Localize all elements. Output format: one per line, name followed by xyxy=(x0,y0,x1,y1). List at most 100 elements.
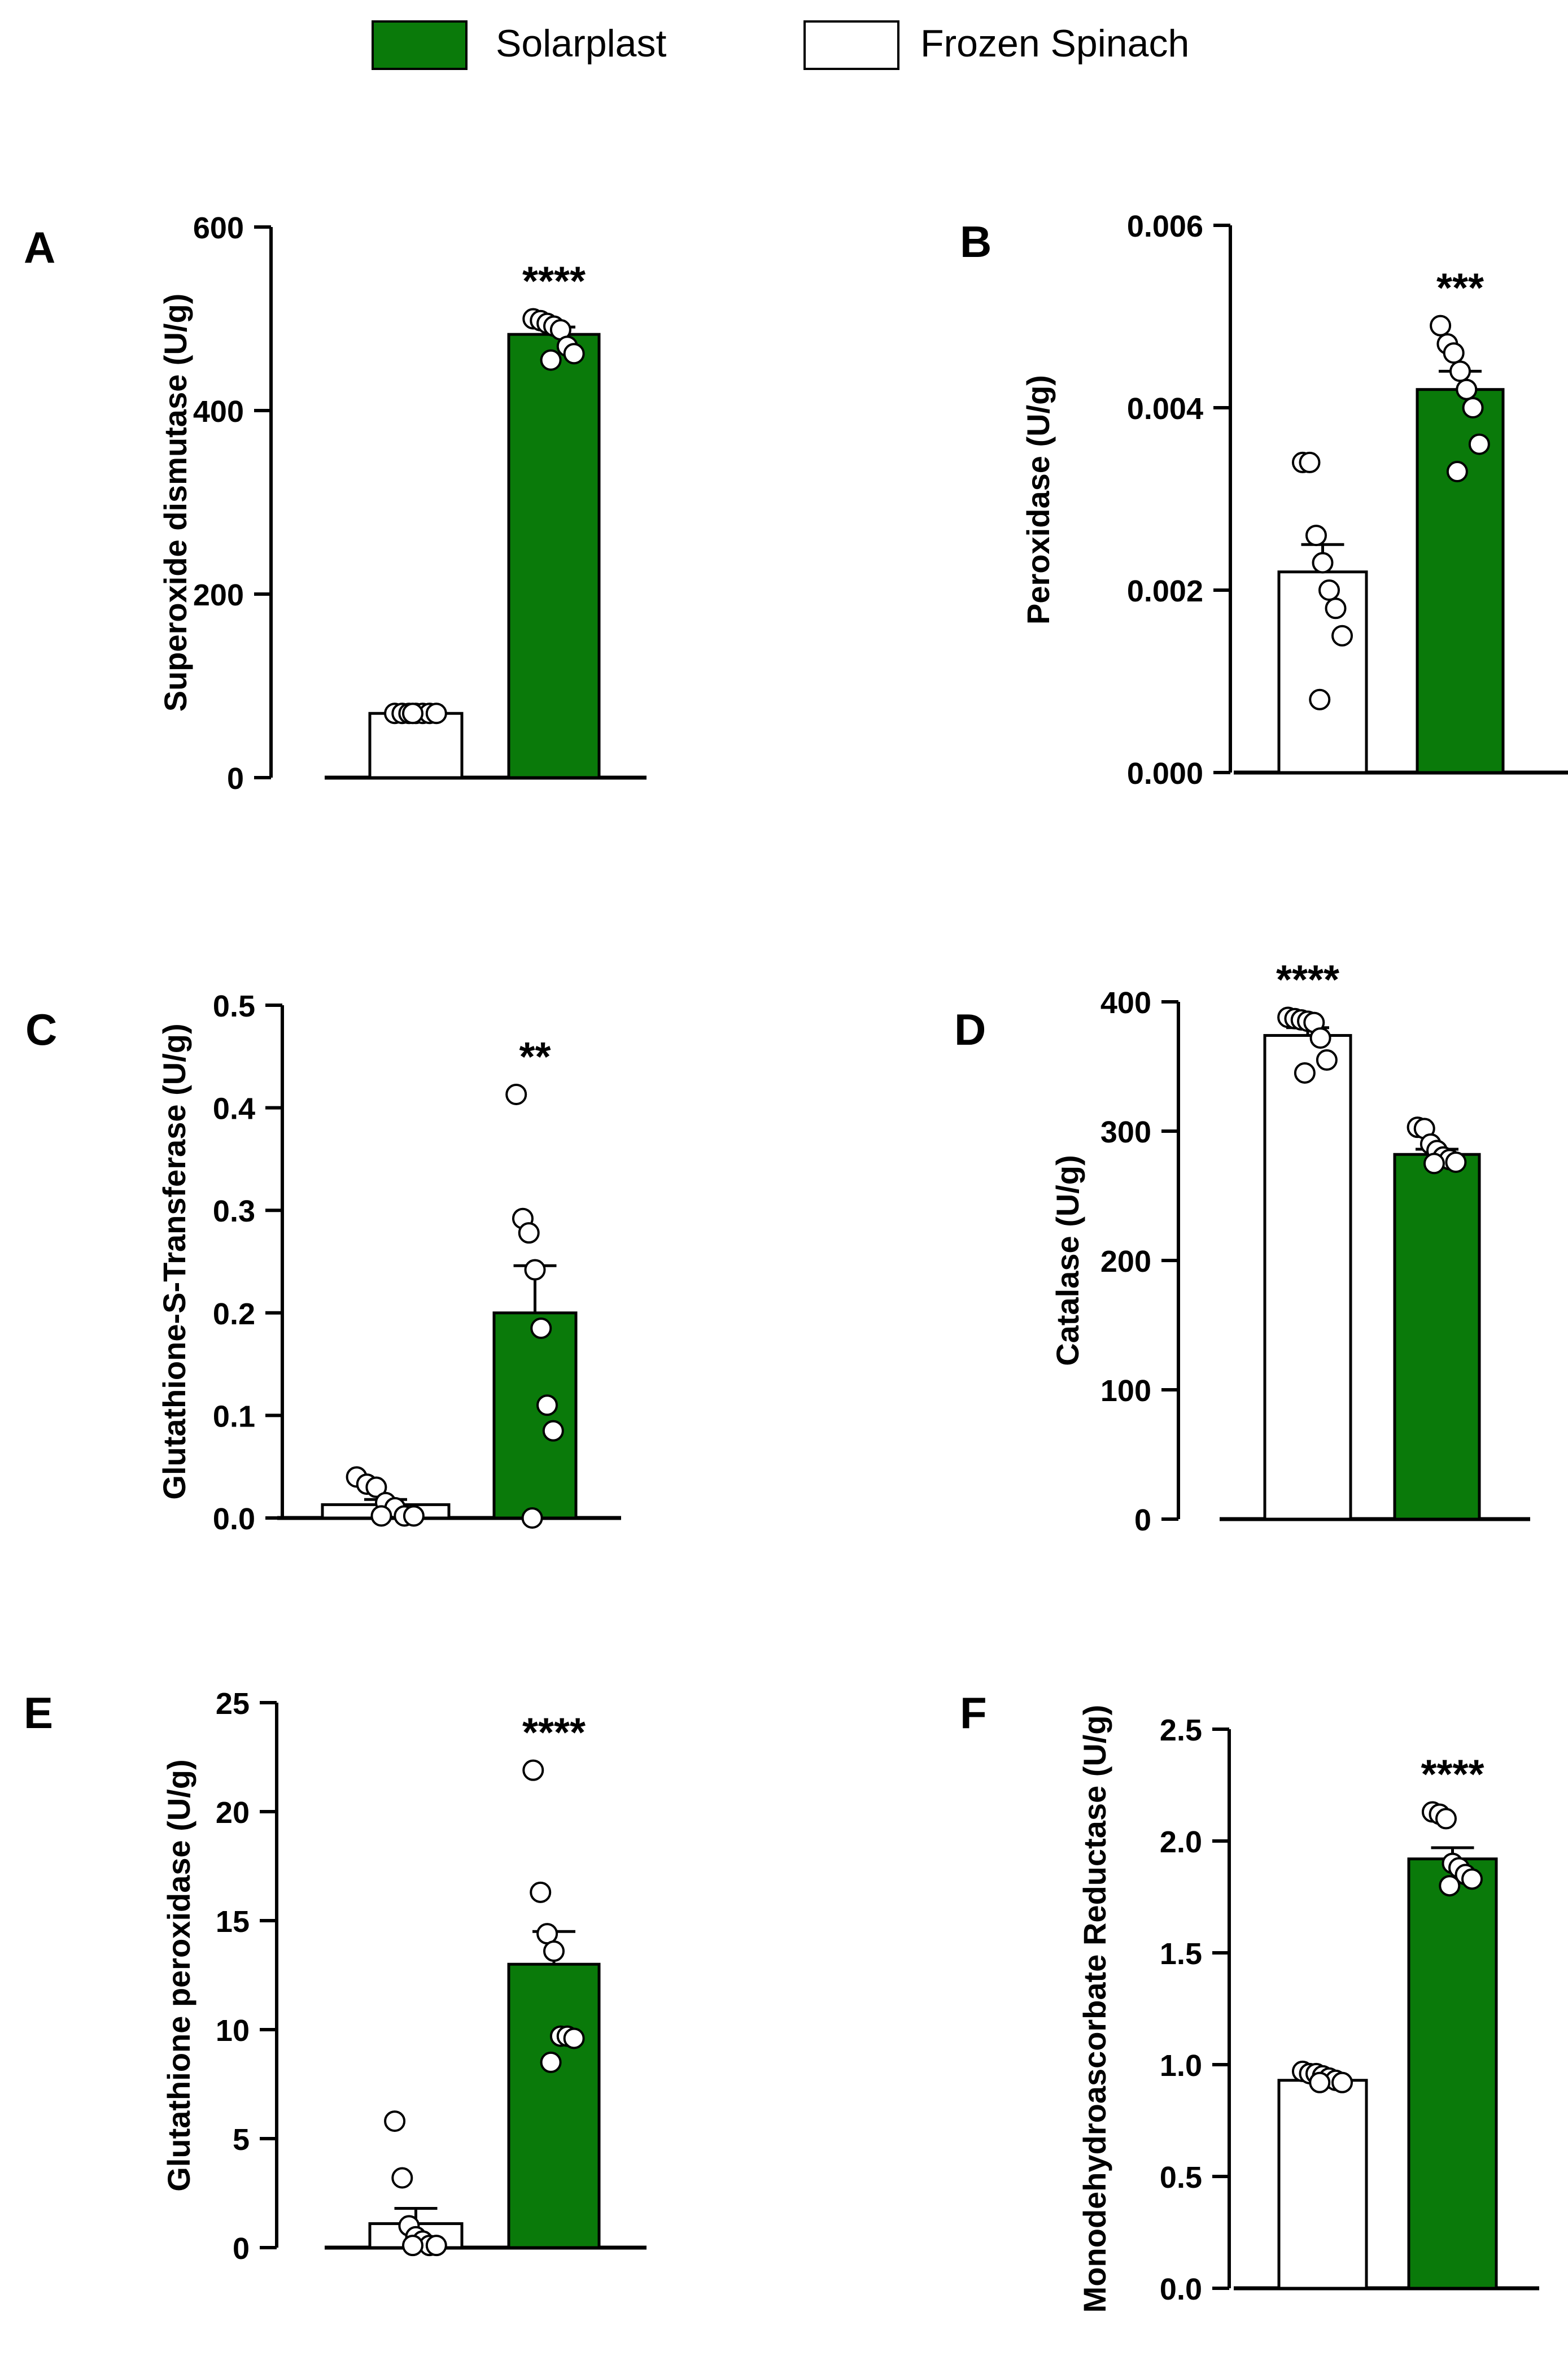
panel-b: B 0.000 0.002 0.004 0.006 *** Peroxidase (U/g) xyxy=(960,210,1568,791)
data-point-b xyxy=(1446,461,1468,483)
bar-a-solarplast xyxy=(507,333,601,779)
y-tick-label-d: 300 xyxy=(1100,1115,1151,1149)
y-axis-label-f: Monodehydroascorbate Reductase (U/g) xyxy=(1077,1705,1112,2313)
y-axis-label-e: Glutathione peroxidase (U/g) xyxy=(161,1759,196,2191)
y-tick-label-c: 0.2 xyxy=(213,1297,255,1331)
y-tick-label-d: 0 xyxy=(1134,1503,1151,1537)
data-point-b xyxy=(1443,342,1465,364)
y-tick-label-a: 600 xyxy=(193,211,244,245)
data-point-a xyxy=(563,343,585,365)
y-tick-label-a: 400 xyxy=(193,395,244,429)
y-tick-label-a: 0 xyxy=(227,762,244,796)
y-axis-label-a: Superoxide dismutase (U/g) xyxy=(158,294,193,712)
data-point-e xyxy=(543,1940,565,1962)
y-tick-label-e: 10 xyxy=(216,2014,250,2048)
y-tick-label-f: 2.0 xyxy=(1160,1825,1202,1859)
data-point-b xyxy=(1462,397,1484,418)
data-point-c xyxy=(518,1222,540,1244)
y-tick-label-b: 0.004 xyxy=(1127,392,1203,426)
panel-letter-b: B xyxy=(960,217,992,267)
data-point-f xyxy=(1435,1808,1457,1830)
data-point-c xyxy=(542,1420,564,1442)
data-point-c xyxy=(524,1259,546,1281)
data-point-a xyxy=(401,703,423,725)
panel-e: E 0 5 10 15 20 25 **** Glutathione peroxidase (U… xyxy=(24,1687,647,2266)
significance-label-f: **** xyxy=(1421,1752,1484,1798)
data-point-d xyxy=(1309,1027,1331,1049)
data-point-b xyxy=(1309,688,1331,710)
significance-label-d: **** xyxy=(1276,957,1339,1002)
bar-b-frozen-spinach xyxy=(1277,570,1368,774)
data-point-b xyxy=(1456,378,1478,400)
data-point-d xyxy=(1445,1151,1467,1173)
data-point-e xyxy=(522,1759,544,1781)
data-point-b xyxy=(1305,525,1327,547)
y-tick-label-b: 0.006 xyxy=(1127,210,1203,243)
bar-c-solarplast xyxy=(492,1311,578,1520)
y-tick-label-e: 5 xyxy=(233,2123,250,2157)
panel-d: D 0 100 200 300 400 **** Catalase (U/g) xyxy=(954,957,1530,1537)
y-tick-label-f: 0.5 xyxy=(1160,2161,1202,2195)
data-point-c xyxy=(505,1083,527,1105)
y-tick-label-e: 15 xyxy=(216,1905,250,1939)
panel-a: A 0 200 400 600 **** Superoxide dismutase (U/g… xyxy=(24,211,647,796)
data-point-b xyxy=(1299,451,1321,473)
data-point-e xyxy=(391,2167,413,2189)
data-point-c xyxy=(403,1505,425,1527)
data-point-a xyxy=(425,703,447,725)
bar-d-solarplast xyxy=(1393,1153,1481,1521)
data-point-d xyxy=(1294,1062,1316,1084)
data-point-d xyxy=(1316,1049,1338,1071)
y-tick-label-f: 1.5 xyxy=(1160,1937,1202,1971)
y-tick-label-e: 20 xyxy=(216,1796,250,1830)
bar-d-frozen-spinach xyxy=(1263,1034,1352,1521)
data-point-e xyxy=(401,2235,423,2257)
legend: Solarplast Frozen Spinach xyxy=(372,20,1189,70)
y-tick-label-f: 0.0 xyxy=(1160,2272,1202,2306)
data-point-b xyxy=(1331,625,1353,647)
data-point-c xyxy=(530,1318,552,1340)
data-point-b xyxy=(1312,552,1334,574)
legend-label-solarplast: Solarplast xyxy=(496,22,666,65)
data-point-e xyxy=(540,2051,562,2073)
panel-letter-a: A xyxy=(24,223,55,272)
data-point-e xyxy=(530,1881,552,1903)
data-point-e xyxy=(384,2110,406,2132)
y-tick-label-a: 200 xyxy=(193,578,244,612)
panel-letter-e: E xyxy=(24,1688,53,1738)
data-point-c xyxy=(370,1505,392,1527)
y-axis-label-b: Peroxidase (U/g) xyxy=(1020,375,1056,625)
y-tick-label-c: 0.3 xyxy=(213,1194,255,1228)
y-tick-label-f: 1.0 xyxy=(1160,2049,1202,2083)
data-point-b xyxy=(1430,315,1452,337)
data-point-c xyxy=(521,1507,543,1529)
panel-letter-d: D xyxy=(954,1005,986,1054)
y-tick-label-c: 0.0 xyxy=(213,1502,255,1536)
bar-f-solarplast xyxy=(1407,1857,1498,2290)
y-axis-label-d: Catalase (U/g) xyxy=(1050,1155,1085,1366)
significance-label-e: **** xyxy=(522,1711,586,1756)
data-point-b xyxy=(1468,433,1490,455)
bar-e-solarplast xyxy=(507,1962,601,2249)
y-tick-label-d: 400 xyxy=(1100,986,1151,1020)
y-tick-label-c: 0.5 xyxy=(213,989,255,1023)
data-point-f xyxy=(1461,1868,1483,1890)
panel-letter-c: C xyxy=(25,1005,57,1054)
data-point-b xyxy=(1325,597,1347,620)
data-point-d xyxy=(1423,1153,1445,1175)
y-tick-label-c: 0.4 xyxy=(213,1092,255,1126)
panel-f: F 0.0 0.5 1.0 1.5 2.0 2.5 **** Monodehydroascorb… xyxy=(960,1688,1539,2313)
data-point-f xyxy=(1439,1875,1461,1897)
significance-label-a: **** xyxy=(522,259,586,304)
legend-label-frozen-spinach: Frozen Spinach xyxy=(920,22,1189,65)
data-point-f xyxy=(1309,2071,1331,2093)
data-point-c xyxy=(365,1476,387,1498)
y-tick-label-c: 0.1 xyxy=(213,1399,255,1433)
y-tick-label-e: 25 xyxy=(216,1687,250,1721)
data-point-b xyxy=(1449,360,1471,382)
y-tick-label-d: 200 xyxy=(1100,1245,1151,1279)
y-axis-label-c: Glutathione-S-Transferase (U/g) xyxy=(156,1023,192,1499)
legend-swatch-solarplast xyxy=(372,20,468,70)
significance-label-c: ** xyxy=(519,1035,551,1080)
